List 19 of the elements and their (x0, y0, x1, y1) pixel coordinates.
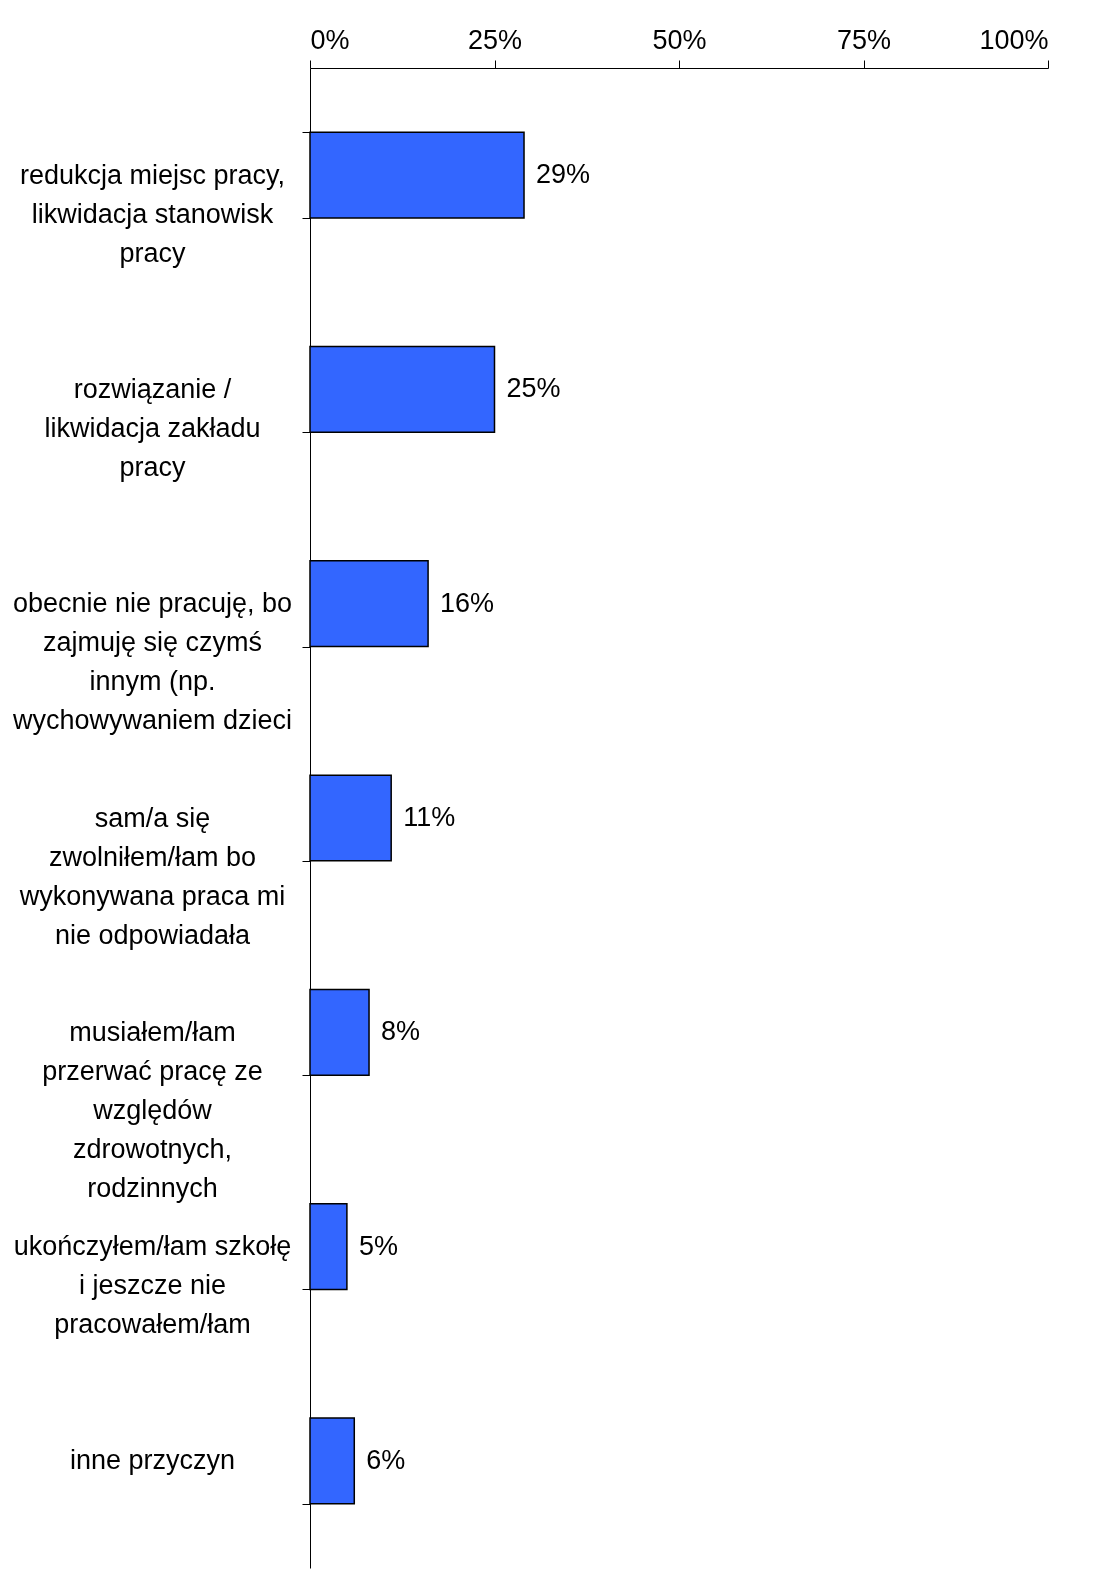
data-label: 6% (366, 1444, 406, 1475)
data-label: 8% (381, 1016, 421, 1047)
data-label: 5% (358, 1230, 398, 1261)
x-tick-label: 75% (836, 24, 892, 55)
x-tick-label: 0% (310, 24, 350, 55)
y-tick-label: obecnie nie pracuję, bo zajmuję się czymś innym (np. wychowywaniem dzieci (11, 588, 293, 736)
x-tick-label: 100% (979, 24, 1049, 55)
y-tick-label: rozwiązanie / likwidacja zakładu pracy (44, 373, 261, 482)
data-label: 16% (440, 587, 495, 618)
y-tick-label: redukcja miejsc pracy, likwidacja stanowisk pracy (19, 159, 286, 268)
y-tick-label: musiałem/łam przerwać pracę ze względów zdrowotnych, rodzinnych (42, 1016, 263, 1203)
data-label: 11% (403, 802, 456, 832)
x-tick-label: 50% (652, 24, 707, 55)
y-tick-label: sam/a się zwolniłem/łam bo wykonywana praca mi nie odpowiadała (18, 802, 286, 950)
y-tick-label: ukończyłem/łam szkołę i jeszcze nie pracowałem/łam (13, 1231, 292, 1340)
x-tick-label: 25% (467, 24, 523, 55)
data-label: 25% (506, 373, 561, 404)
y-tick-label: inne przyczyn (69, 1445, 236, 1476)
data-label: 29% (536, 159, 591, 190)
